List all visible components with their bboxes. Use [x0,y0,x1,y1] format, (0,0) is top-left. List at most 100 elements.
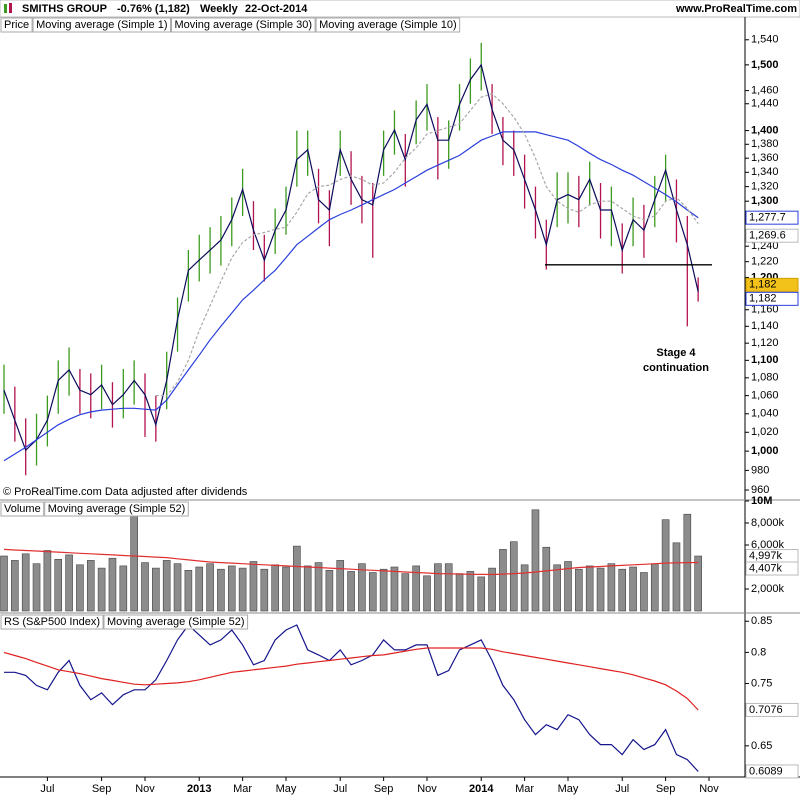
volume-bar [119,565,128,612]
x-tick-label: Nov [417,783,437,795]
annotation: Stage 4 [656,347,696,359]
x-tick-label: Jul [333,783,347,795]
volume-bar [249,561,258,612]
price-change: -0.76% (1,182) [117,3,190,15]
volume-bar [640,572,648,612]
legend-label: Price [4,19,29,31]
series-line [3,63,699,452]
legend-box [0,614,104,630]
volume-bar [238,567,247,612]
value-tag [745,702,799,717]
y-tick-label: 1,360 [751,152,779,164]
site: www.ProRealTime.com [675,3,797,15]
legend-box [0,501,45,517]
legend-box [171,17,316,33]
volume-bar [390,566,399,612]
value-tag-label: 0.7076 [749,704,783,716]
x-tick-label: Jul [615,783,629,795]
volume-bar [423,575,431,612]
footnote: © ProRealTime.com Data adjusted after di… [3,486,248,498]
volume-bar [336,560,345,612]
volume-bar [520,564,529,612]
series-line [3,131,699,462]
x-tick-label: Nov [135,783,155,795]
volume-bar [32,563,41,612]
volume-bar [607,563,616,612]
series-line [155,93,699,397]
volume-bar [314,562,323,612]
y-tick-label: 0.75 [751,677,772,689]
y-tick-label: 0.85 [751,615,772,627]
y-tick-label: 8,000k [751,517,785,529]
series-line [4,624,699,772]
x-tick-label: Nov [699,783,719,795]
y-tick-label: 2,000k [751,583,785,595]
period: Weekly [200,3,239,15]
legend-box [32,17,172,33]
legend-label: Volume [4,503,41,515]
volume-bar [466,571,475,612]
volume-bar [553,564,561,612]
volume-bar [173,563,182,612]
x-tick-label: Sep [656,783,676,795]
volume-bar [217,568,225,612]
volume-bar [564,561,572,612]
volume-bar [672,542,681,612]
y-tick-label: 1,340 [751,166,779,178]
volume-bar [347,571,355,612]
volume-bar [531,509,540,612]
volume-bar [629,566,637,612]
volume-bar [76,564,84,612]
volume-bar [97,567,106,612]
legend-label: Moving average (Simple 10) [319,19,457,31]
volume-bar [303,565,312,612]
volume-bar [195,566,204,612]
volume-bar [368,572,377,612]
y-tick-label: 1,140 [751,320,779,332]
y-tick-label: 1,400 [751,124,779,136]
x-tick-label: May [276,783,297,795]
y-tick-label: 0.8 [751,646,766,658]
volume-bar [184,569,193,612]
y-tick-label: 0.65 [751,740,772,752]
volume-bar [325,569,334,612]
y-tick-label: 1,060 [751,390,779,402]
y-tick-label: 1,320 [751,181,779,193]
volume-bar [43,550,52,612]
volume-bar [509,541,518,612]
y-tick-label: 1,440 [751,98,779,110]
value-tag-label: 1,182 [749,293,777,305]
x-tick-label: Sep [374,783,394,795]
value-tag-label: 1,277.7 [749,212,786,224]
volume-bar [152,567,160,612]
value-tag [745,228,799,243]
volume-bar [499,549,507,612]
value-tag [745,561,799,576]
annotation: continuation [643,362,709,374]
volume-bar [401,573,410,612]
volume-bar [358,563,366,612]
y-tick-label: 1,000 [751,445,779,457]
volume-bar [54,558,63,612]
value-tag [745,291,799,306]
y-tick-label: 1,160 [751,304,779,316]
volume-bar [206,563,214,612]
date: 22-Oct-2014 [245,3,308,15]
volume-bar [661,519,670,612]
volume-bar [86,560,95,612]
header-bar [0,0,800,18]
x-tick-label: May [558,783,579,795]
volume-bar [585,565,594,612]
y-tick-label: 1,240 [751,240,779,252]
value-tag-label: 4,997k [749,550,783,562]
value-tag-label: 1,269.6 [749,230,786,242]
legend-label: RS (S&P500 Index) [4,616,100,628]
y-tick-label: 1,040 [751,408,779,420]
value-tag [745,210,799,225]
legend-label: Moving average (Simple 1) [36,19,167,31]
value-tag-label: 4,407k [749,562,783,574]
series-line [3,548,699,576]
y-tick-label: 1,500 [751,59,779,71]
